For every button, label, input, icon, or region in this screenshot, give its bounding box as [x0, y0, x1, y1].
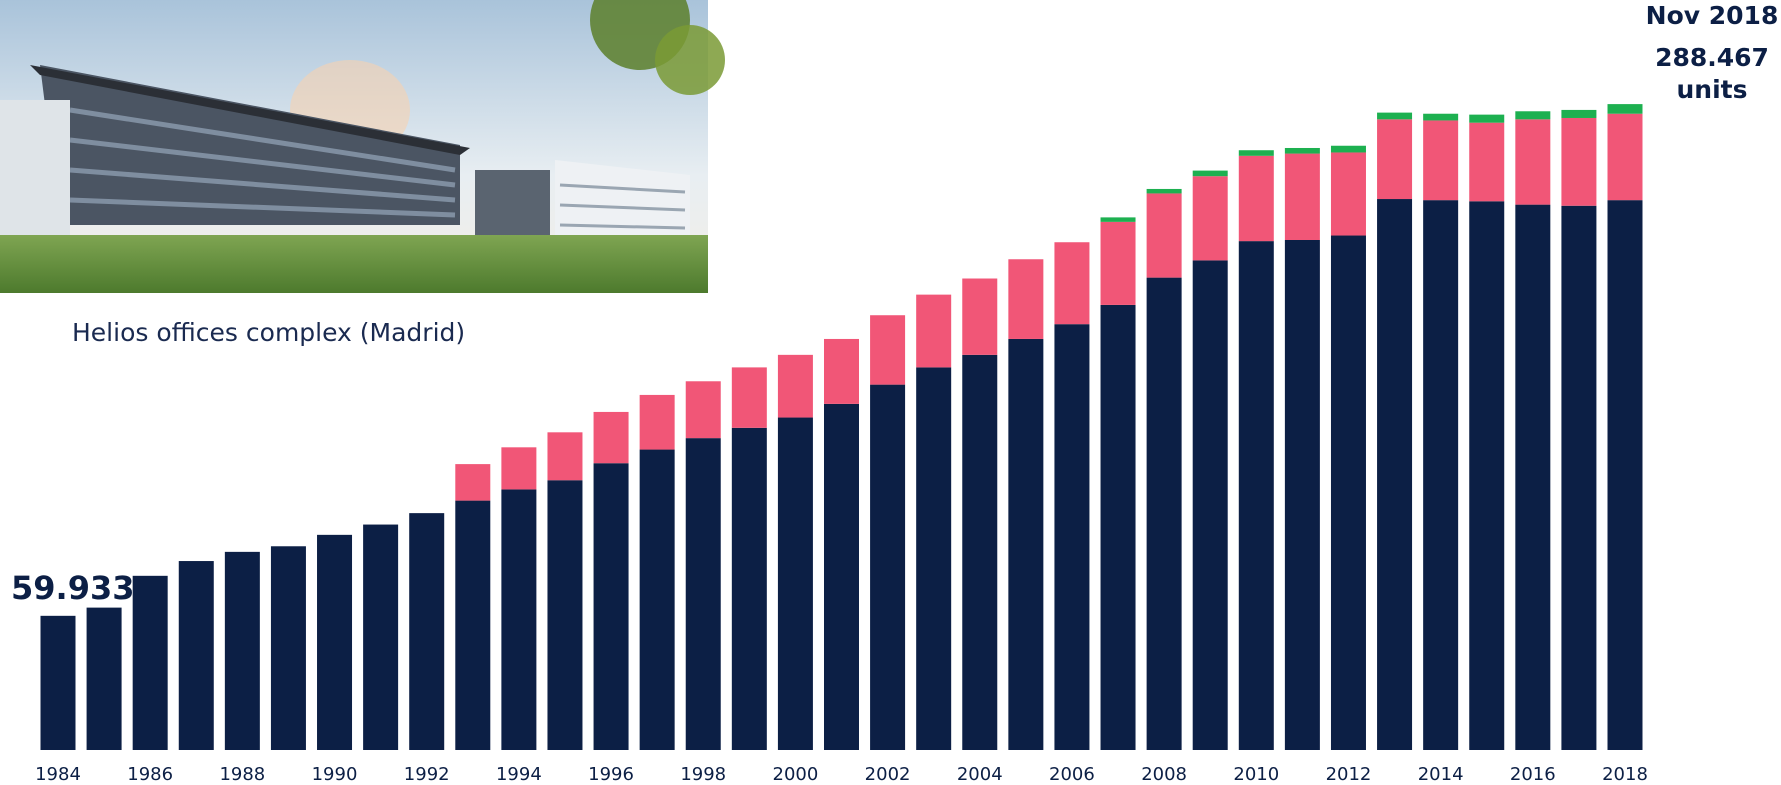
end-unit-label: units	[1677, 75, 1748, 104]
bar-segment	[593, 411, 629, 464]
x-tick-label: 1990	[312, 764, 358, 785]
bar-segment	[1008, 259, 1044, 339]
x-tick-label: 1988	[219, 764, 265, 785]
x-tick-label: 2010	[1233, 764, 1279, 785]
bar-segment	[1561, 109, 1597, 118]
x-tick-label: 2016	[1510, 764, 1556, 785]
bar-segment	[1192, 170, 1228, 177]
end-date-label: Nov 2018	[1646, 1, 1779, 30]
bar-segment	[547, 480, 583, 750]
bar-segment	[1100, 217, 1136, 222]
bar-segment	[1330, 145, 1366, 153]
bar-segment	[363, 524, 399, 750]
bar-segment	[1192, 260, 1228, 750]
bar-segment	[455, 464, 491, 501]
bar-segment	[1377, 119, 1413, 200]
bar-segment	[962, 278, 998, 355]
bar-segment	[916, 294, 952, 368]
bar-segment	[916, 367, 952, 750]
x-tick-label: 2002	[865, 764, 911, 785]
bar-segment	[1146, 277, 1182, 750]
x-tick-label: 1992	[404, 764, 450, 785]
bar-segment	[777, 354, 813, 418]
bar-segment	[1238, 150, 1274, 156]
bar-segment	[870, 384, 906, 750]
bar-segment	[731, 427, 767, 750]
bar-segment	[685, 381, 721, 439]
bar-segment	[731, 367, 767, 428]
x-tick-label: 2014	[1418, 764, 1464, 785]
bar-segment	[1054, 242, 1090, 325]
bar-segment	[1423, 120, 1459, 201]
bar-segment	[317, 534, 353, 750]
bar-segment	[501, 489, 537, 750]
bar-segment	[1515, 111, 1551, 120]
bar-segment	[1469, 122, 1505, 202]
bar-segment	[132, 575, 168, 750]
bar-segment	[593, 463, 629, 750]
bar-segment	[270, 546, 306, 750]
bar-segment	[1607, 104, 1643, 114]
bar-segment	[1377, 112, 1413, 120]
bar-segment	[1423, 113, 1459, 121]
bar-segment	[1238, 241, 1274, 751]
x-tick-label: 1984	[35, 764, 81, 785]
bar-segment	[870, 315, 906, 385]
bar-segment	[1515, 119, 1551, 205]
bar-segment	[547, 432, 583, 481]
end-value-label: 288.467	[1655, 43, 1769, 72]
x-tick-label: 2006	[1049, 764, 1095, 785]
bar-segment	[178, 561, 214, 750]
bar-segment	[1607, 113, 1643, 201]
bar-segment	[1423, 200, 1459, 751]
x-tick-label: 2012	[1326, 764, 1372, 785]
bar-segment	[1238, 155, 1274, 242]
bar-segment	[1100, 221, 1136, 305]
bar-segment	[1469, 201, 1505, 750]
bar-segment	[409, 513, 445, 750]
bar-segment	[824, 338, 859, 404]
bar-segment	[1330, 152, 1366, 236]
first-bar-label: 59.933	[11, 569, 134, 607]
bar-segment	[685, 438, 721, 750]
bar-segment	[86, 607, 122, 750]
bar-segment	[1008, 338, 1044, 750]
bar-segment	[1146, 188, 1182, 194]
bar-segment	[1146, 193, 1182, 278]
x-tick-label: 1994	[496, 764, 542, 785]
x-tick-label: 2004	[957, 764, 1003, 785]
bar-segment	[639, 449, 675, 750]
caption: Helios offices complex (Madrid)	[72, 318, 465, 347]
x-tick-label: 2008	[1141, 764, 1187, 785]
x-tick-label: 1986	[127, 764, 173, 785]
photo	[0, 0, 725, 293]
bar-segment	[1561, 205, 1597, 750]
x-tick-label: 2000	[773, 764, 819, 785]
bar-segment	[1284, 147, 1320, 154]
bar-segment	[1469, 114, 1505, 123]
bar-segment	[1561, 117, 1597, 206]
bar-segment	[777, 417, 813, 750]
bar-segment	[501, 447, 537, 490]
bar-segment	[824, 403, 859, 750]
bar-segment	[1054, 324, 1090, 750]
bar-segment	[962, 354, 998, 750]
bar-segment	[1284, 240, 1320, 750]
bar-segment	[1192, 176, 1228, 261]
bar-segment	[224, 551, 260, 750]
bar-segment	[1100, 304, 1136, 750]
x-tick-label: 2018	[1602, 764, 1648, 785]
bar-segment	[455, 500, 491, 750]
bar-segment	[1284, 153, 1320, 240]
bar-segment	[639, 394, 675, 450]
bar-segment	[1607, 200, 1643, 751]
x-tick-label: 1998	[680, 764, 726, 785]
bar-segment	[1330, 235, 1366, 750]
bar-segment	[1515, 204, 1551, 751]
bar-segment	[1377, 199, 1413, 750]
bar-segment	[40, 615, 76, 750]
x-tick-label: 1996	[588, 764, 634, 785]
